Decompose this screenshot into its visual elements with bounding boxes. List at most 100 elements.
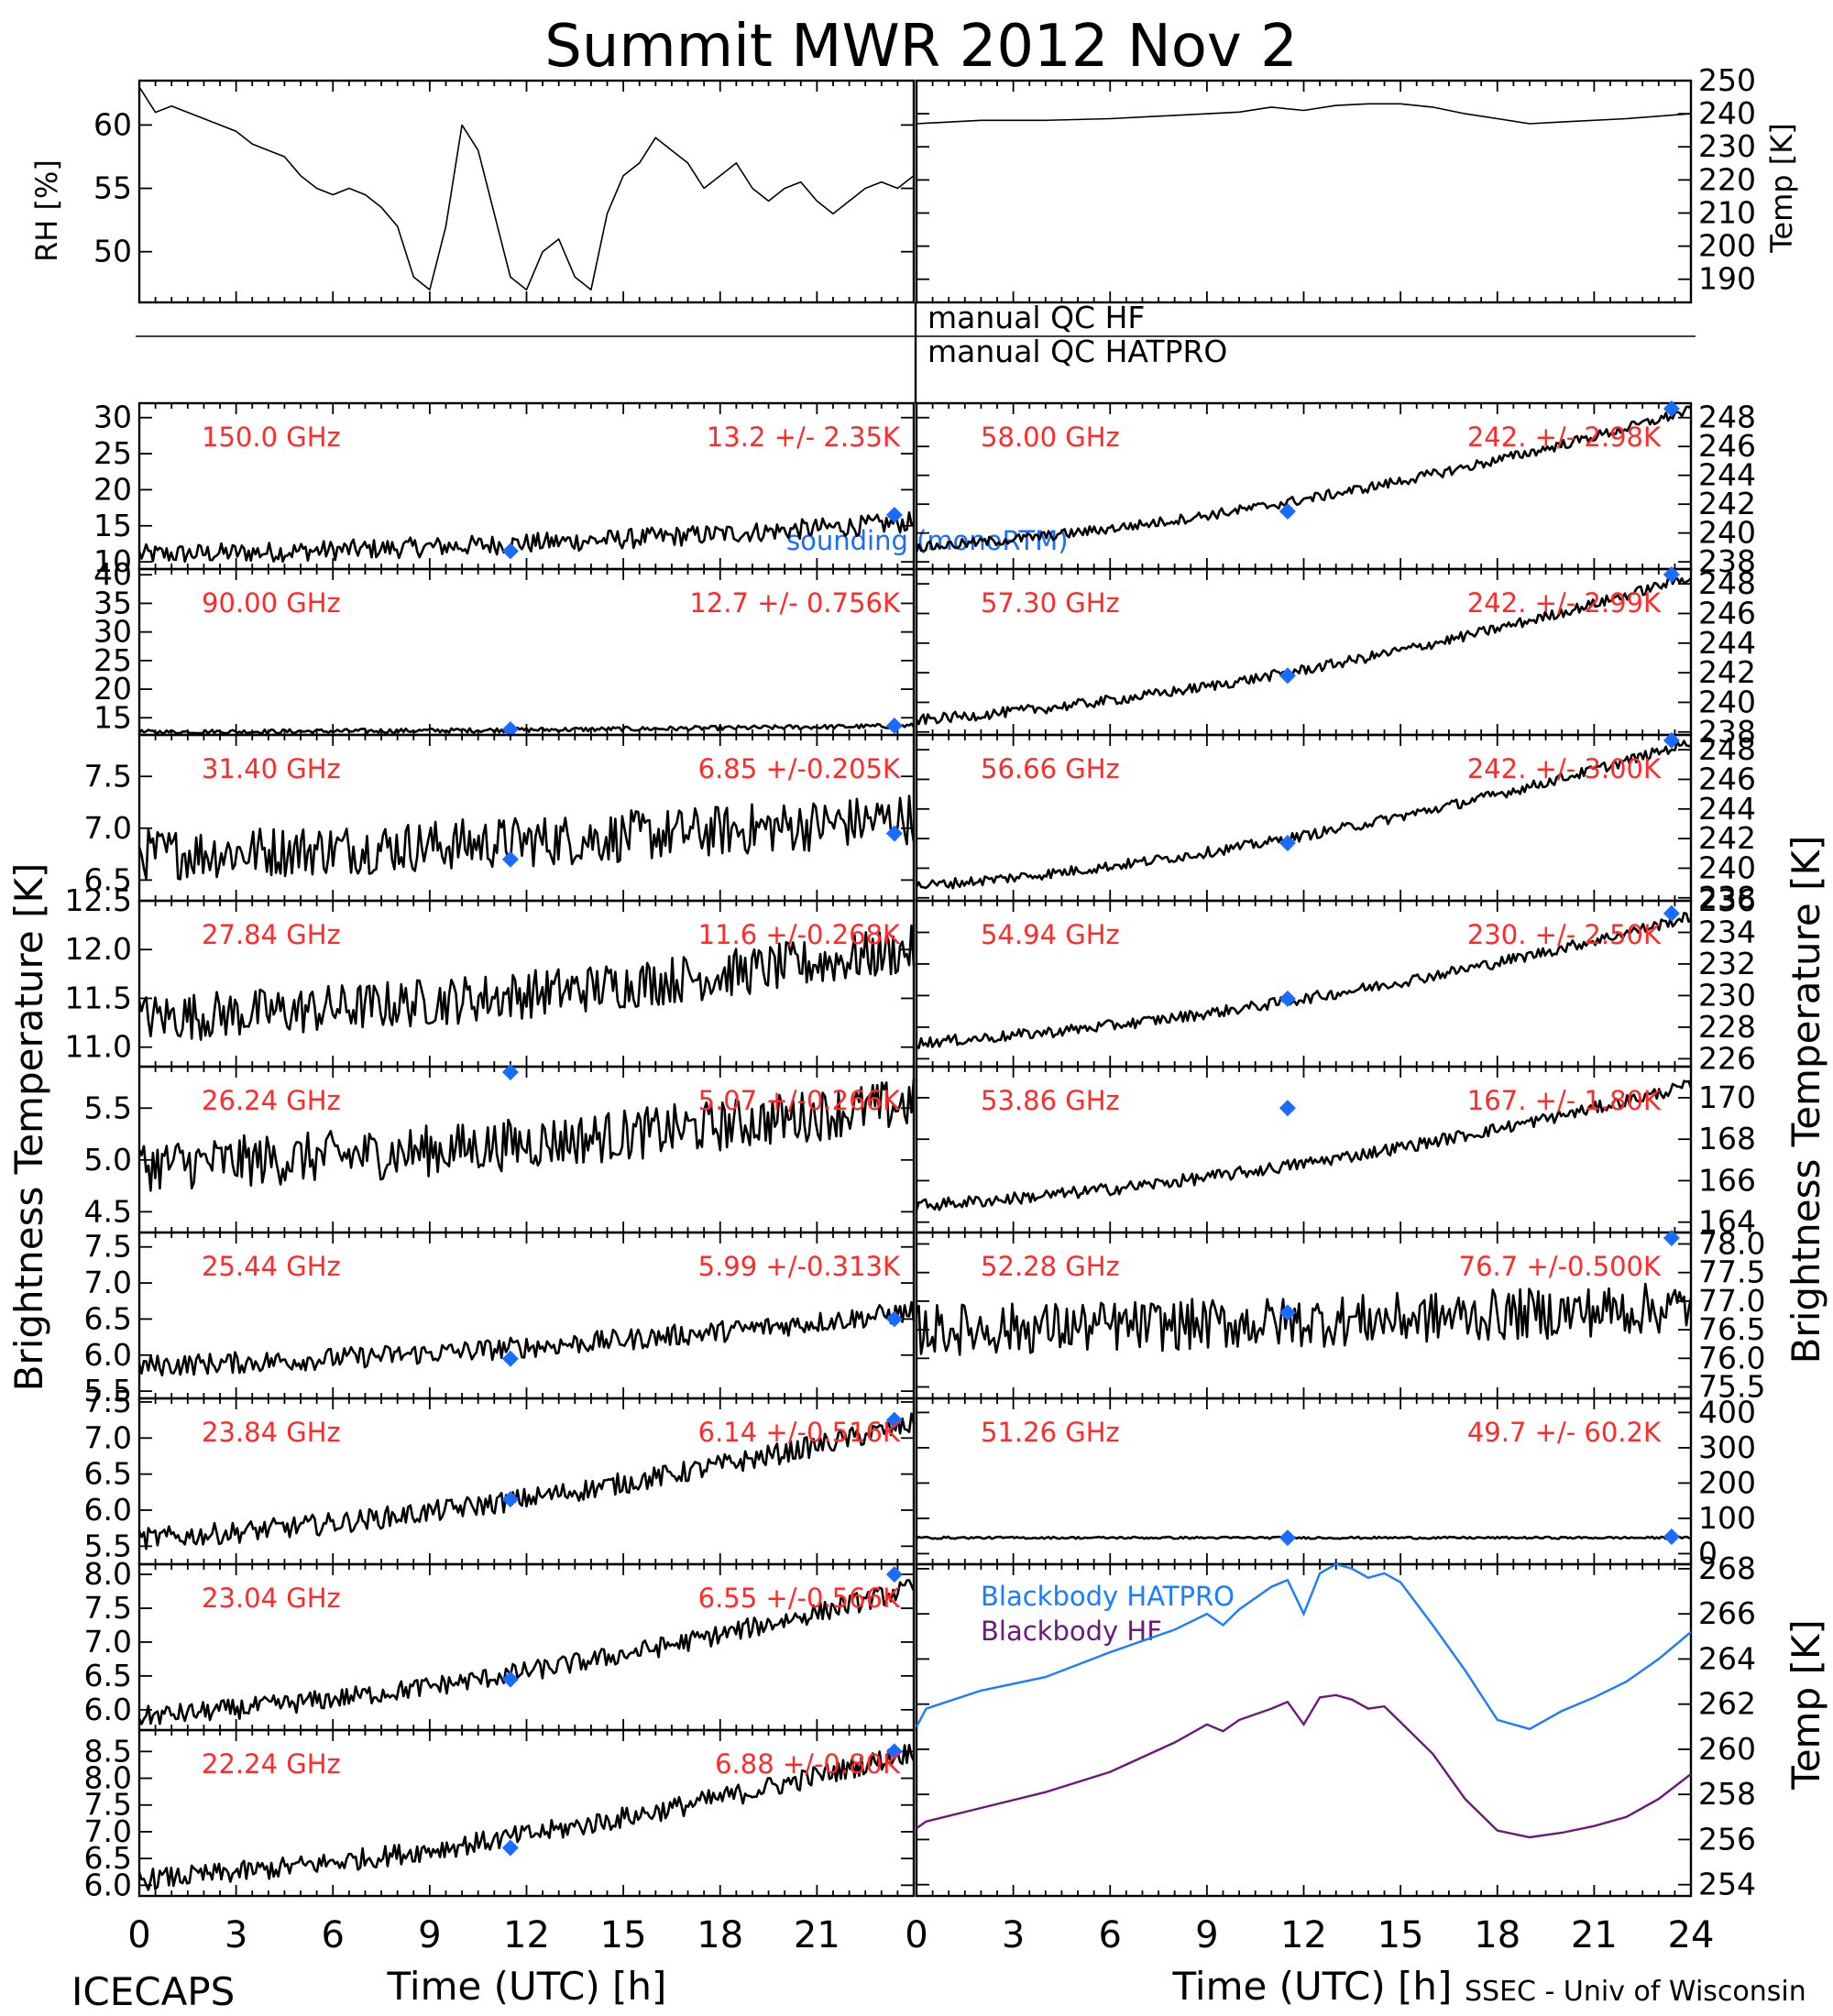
left-panel-8-ytick-label: 6.5 — [84, 1840, 132, 1876]
qc-hatpro-label: manual QC HATPRO — [927, 334, 1227, 369]
left-panel-0-ytick-label: 20 — [93, 471, 132, 507]
left-panel-5-ytick-label: 6.5 — [84, 1300, 132, 1336]
right-panel-5-ytick-label: 77.0 — [1698, 1283, 1765, 1319]
left-panel-8-ytick-label: 7.0 — [84, 1813, 132, 1849]
left-panel-3-ytick-label: 11.5 — [65, 980, 132, 1015]
left-panel-4-stat-label: 5.07 +/-0.266K — [698, 1085, 901, 1116]
left-panel-3-stat-label: 11.6 +/-0.268K — [698, 919, 901, 950]
blackbody-ytick-label: 260 — [1698, 1731, 1756, 1767]
rh-ytick-label: 60 — [93, 106, 132, 142]
left-panel-1-sounding-marker — [501, 721, 519, 738]
right-panel-3-ytick-label: 232 — [1698, 946, 1756, 981]
right-panel-3-ytick-label: 234 — [1698, 914, 1756, 949]
right-panel-3-ytick-label: 228 — [1698, 1009, 1756, 1045]
right-panel-3-sounding-marker — [1279, 990, 1296, 1007]
blackbody-hatpro-line — [915, 1562, 1692, 1731]
left-panel-8-ytick-label: 8.0 — [84, 1760, 132, 1796]
right-panel-0-ytick-label: 238 — [1698, 543, 1756, 579]
rh-ytick-label: 50 — [93, 234, 132, 269]
left-panel-1-ytick-label: 25 — [93, 642, 132, 678]
left-panel-5-sounding-marker — [885, 1310, 903, 1328]
right-panel-6-freq-label: 51.26 GHz — [981, 1417, 1120, 1448]
left-panel-7-trace — [137, 1579, 916, 1726]
right-panel-1-ytick-label: 240 — [1698, 684, 1756, 719]
left-panel-5-trace — [137, 1300, 916, 1377]
right-panel-0-ytick-label: 246 — [1698, 428, 1756, 464]
right-panel-5-stat-label: 76.7 +/-0.500K — [1459, 1251, 1662, 1282]
right-panel-6-ytick-label: 200 — [1698, 1464, 1756, 1500]
blackbody-hf-line — [916, 1693, 1692, 1839]
x-tick-label-right: 0 — [905, 1914, 927, 1956]
left-panel-6-ytick-label: 5.5 — [84, 1528, 132, 1563]
right-panel-3-ytick-label: 226 — [1698, 1040, 1756, 1076]
right-panel-6-stat-label: 49.7 +/- 60.2K — [1467, 1417, 1662, 1448]
left-panel-6-sounding-marker — [501, 1491, 519, 1508]
right-panel-2-freq-label: 56.66 GHz — [981, 753, 1120, 784]
left-panel-7-stat-label: 6.55 +/-0.566K — [698, 1583, 901, 1614]
left-panel-1-ytick-label: 30 — [93, 614, 132, 650]
left-panel-5-freq-label: 25.44 GHz — [202, 1251, 341, 1282]
chart-title: Summit MWR 2012 Nov 2 — [544, 13, 1298, 81]
x-tick-label-right: 3 — [1002, 1914, 1025, 1956]
left-panel-0-ytick-label: 10 — [93, 543, 132, 579]
left-panel-5-stat-label: 5.99 +/-0.313K — [698, 1251, 901, 1282]
left-panel-8-stat-label: 6.88 +/-0.80K — [715, 1748, 901, 1780]
right-panel-6-sounding-marker — [1663, 1528, 1680, 1545]
temp-axis-title: Temp [K] — [1764, 123, 1799, 253]
left-panel-4-ytick-label: 4.5 — [84, 1193, 132, 1229]
left-panel-1-ytick-label: 40 — [93, 556, 132, 592]
right-panel-5-ytick-label: 76.0 — [1698, 1340, 1765, 1375]
qc-hf-label: manual QC HF — [927, 300, 1145, 335]
footer-right: SSEC - Univ of Wisconsin — [1465, 1976, 1806, 2008]
temp-ytick-label: 200 — [1698, 228, 1756, 264]
left-panel-7-freq-label: 23.04 GHz — [202, 1583, 341, 1614]
right-panel-1-ytick-label: 244 — [1698, 625, 1756, 661]
left-panel-0-sounding-marker — [501, 542, 519, 560]
left-panel-0-sounding-marker — [885, 506, 903, 523]
left-panel-2-ytick-label: 7.5 — [84, 758, 132, 794]
blackbody-ytick-label: 264 — [1698, 1640, 1756, 1676]
left-panel-6-ytick-label: 7.0 — [84, 1419, 132, 1455]
right-panel-0-ytick-label: 240 — [1698, 515, 1756, 551]
right-panel-0-freq-label: 58.00 GHz — [981, 422, 1120, 453]
right-panel-0-ytick-label: 242 — [1698, 486, 1756, 521]
right-panel-2-trace — [915, 740, 1692, 890]
x-tick-label-left: 18 — [697, 1914, 743, 1956]
left-panel-2-trace — [137, 794, 916, 881]
right-panel-6-trace — [916, 1535, 1692, 1540]
sounding-legend: sounding (monoRTM) — [786, 525, 1069, 556]
left-panel-0-ytick-label: 30 — [93, 400, 132, 435]
left-panel-8-ytick-label: 6.0 — [84, 1867, 132, 1902]
rh-line — [138, 86, 915, 290]
right-panel-5-ytick-label: 76.5 — [1698, 1311, 1765, 1347]
right-panel-1-ytick-label: 242 — [1698, 654, 1756, 690]
blackbody-ytick-label: 256 — [1698, 1821, 1756, 1857]
left-panel-8-ytick-label: 7.5 — [84, 1787, 132, 1823]
bb-temp-axis-title: Temp [K] — [1784, 1619, 1828, 1791]
right-panel-2-ytick-label: 240 — [1698, 849, 1756, 885]
right-panel-5-ytick-label: 75.5 — [1698, 1369, 1765, 1405]
right-panel-5-ytick-label: 77.5 — [1698, 1255, 1765, 1290]
left-panel-6-sounding-marker — [885, 1411, 903, 1429]
right-panel-1-sounding-marker — [1279, 667, 1296, 685]
right-panel-6-sounding-marker — [1279, 1529, 1296, 1547]
right-panel-2-ytick-label: 238 — [1698, 880, 1756, 915]
x-tick-label-left: 9 — [418, 1914, 441, 1956]
left-panel-1-ytick-label: 20 — [93, 671, 132, 707]
right-panel-2-ytick-label: 242 — [1698, 820, 1756, 856]
left-panel-2-stat-label: 6.85 +/-0.205K — [698, 753, 901, 784]
right-panel-3-ytick-label: 230 — [1698, 977, 1756, 1013]
x-tick-label-left: 15 — [600, 1914, 647, 1956]
right-panel-6-ytick-label: 0 — [1698, 1535, 1718, 1571]
right-panel-1-freq-label: 57.30 GHz — [981, 587, 1120, 619]
left-panel-1-ytick-label: 15 — [93, 699, 132, 735]
left-panel-5-ytick-label: 7.0 — [84, 1265, 132, 1300]
left-panel-6-ytick-label: 7.5 — [84, 1384, 132, 1419]
right-panel-1-stat-label: 242. +/- 2.99K — [1467, 587, 1662, 619]
chart-panels: 5055601902002102202302402501015202530150… — [65, 62, 1766, 1956]
blackbody-ytick-label: 258 — [1698, 1776, 1756, 1812]
right-y-axis-title: Brightness Temperature [K] — [1784, 836, 1828, 1364]
right-panel-5-sounding-marker — [1279, 1304, 1296, 1321]
right-panel-3-freq-label: 54.94 GHz — [981, 919, 1120, 950]
